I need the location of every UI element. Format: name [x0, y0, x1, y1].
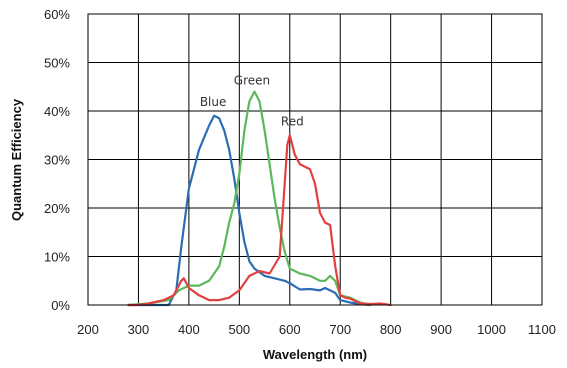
- plot-frame: [87, 13, 543, 306]
- x-tick-labels: 200 300 400 500 600 700 800 900 1000 1100: [77, 322, 556, 337]
- x-axis-title: Wavelength (nm): [263, 347, 367, 362]
- y-axis-title: Quantum Efficiency: [9, 98, 24, 221]
- y-tick-label: 20%: [44, 201, 70, 216]
- series-labels: Blue Green Red: [200, 73, 304, 128]
- series-label-blue: Blue: [200, 95, 227, 109]
- y-tick-label: 50%: [44, 56, 70, 71]
- x-tick-label: 200: [77, 322, 99, 337]
- series-label-red: Red: [281, 115, 304, 129]
- y-tick-labels: 0% 10% 20% 30% 40% 50% 60%: [44, 7, 70, 313]
- x-tick-label: 400: [178, 322, 200, 337]
- y-tick-label: 0%: [51, 298, 70, 313]
- y-tick-label: 10%: [44, 250, 70, 265]
- x-tick-label: 700: [329, 322, 351, 337]
- x-tick-label: 1000: [477, 322, 506, 337]
- series-line-blue: [127, 114, 372, 307]
- y-tick-label: 30%: [44, 153, 70, 168]
- x-tick-label: 600: [279, 322, 301, 337]
- series-label-green: Green: [234, 73, 270, 87]
- y-tick-label: 60%: [44, 7, 70, 22]
- x-tick-label: 300: [128, 322, 150, 337]
- y-tick-label: 40%: [44, 104, 70, 119]
- x-tick-label: 800: [380, 322, 402, 337]
- x-tick-label: 900: [430, 322, 452, 337]
- series-line-red: [127, 134, 392, 307]
- x-tick-label: 1100: [528, 322, 556, 337]
- series-group: [127, 90, 392, 307]
- series-line-green: [127, 90, 372, 307]
- x-tick-label: 500: [228, 322, 250, 337]
